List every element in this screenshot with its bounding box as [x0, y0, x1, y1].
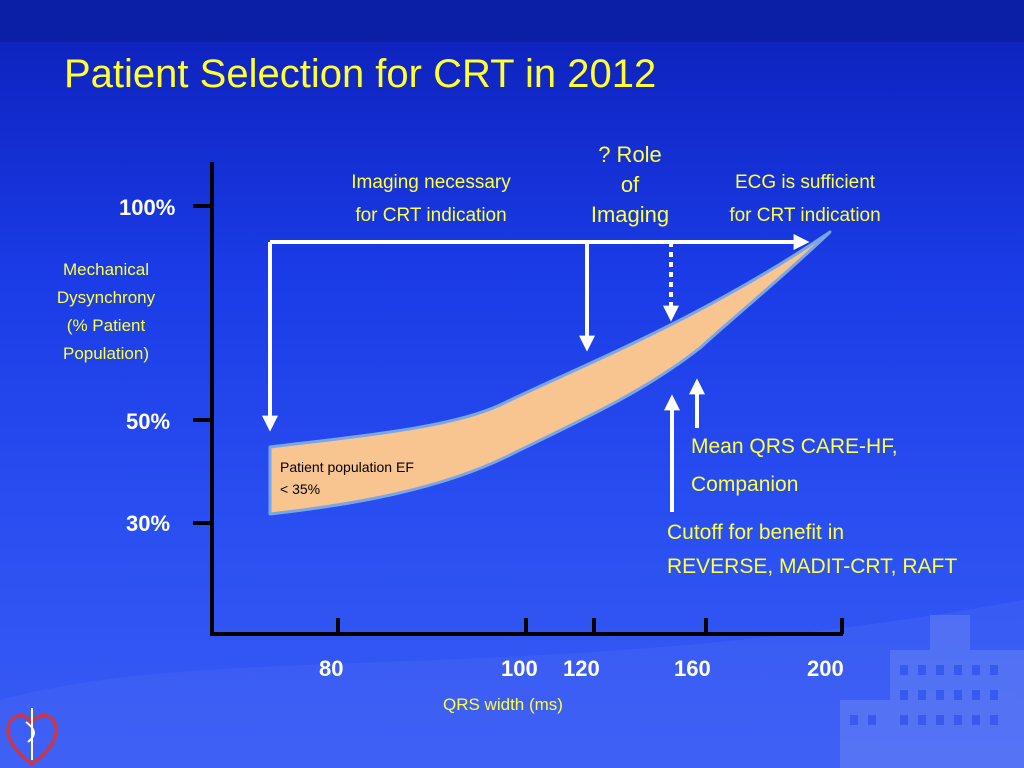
annotation-line: of: [620, 172, 640, 197]
imaging-necessary-label: Imaging necessary for CRT indication: [320, 166, 542, 232]
background-swoosh: [0, 600, 1024, 768]
annotation-line: Cutoff for benefit in: [667, 521, 845, 544]
y-axis-label-line: (% Patient: [66, 316, 146, 335]
mean-qrs-label: Mean QRS CARE-HF, Companion: [691, 428, 898, 504]
slide-title: Patient Selection for CRT in 2012: [64, 52, 657, 96]
role-of-imaging-label: ? Role of Imaging: [575, 140, 685, 230]
annotation-line: Companion: [691, 473, 799, 496]
y-axis-label-line: Dysynchrony: [56, 288, 156, 307]
top-bar: [0, 0, 1024, 42]
annotation-line: ? Role: [598, 142, 662, 167]
annotation-line: REVERSE, MADIT-CRT, RAFT: [667, 555, 958, 578]
heart-logo-icon: [6, 708, 58, 766]
band-label-line: Patient population EF: [280, 459, 414, 475]
y-axis-label-line: Mechanical: [63, 260, 149, 279]
annotation-line: Imaging: [590, 202, 670, 227]
annotation-line: ECG is sufficient: [734, 172, 876, 193]
cutoff-label: Cutoff for benefit in REVERSE, MADIT-CRT…: [667, 516, 957, 584]
y-tick-label-100: 100%: [119, 195, 176, 220]
band-label: Patient population EF < 35%: [280, 456, 414, 500]
population-band: [268, 230, 832, 516]
band-label-line: < 35%: [280, 481, 321, 497]
x-axis-label: QRS width (ms): [443, 695, 563, 714]
building-watermark-icon: [840, 615, 1024, 768]
annotation-line: Imaging necessary: [351, 172, 511, 193]
y-axis-label-line: Population): [62, 344, 149, 363]
x-tick-label-120: 120: [563, 656, 600, 681]
x-tick-label-100: 100: [501, 656, 538, 681]
annotation-line: for CRT indication: [729, 205, 881, 226]
y-tick-label-30: 30%: [126, 511, 171, 536]
x-tick-label-80: 80: [319, 656, 344, 681]
x-tick-label-200: 200: [807, 656, 844, 681]
y-axis-label: Mechanical Dysynchrony (% Patient Popula…: [30, 256, 182, 368]
x-tick-label-160: 160: [674, 656, 711, 681]
annotation-line: for CRT indication: [355, 205, 507, 226]
annotation-line: Mean QRS CARE-HF,: [691, 435, 898, 458]
ecg-sufficient-label: ECG is sufficient for CRT indication: [700, 166, 910, 232]
y-tick-label-50: 50%: [126, 409, 171, 434]
